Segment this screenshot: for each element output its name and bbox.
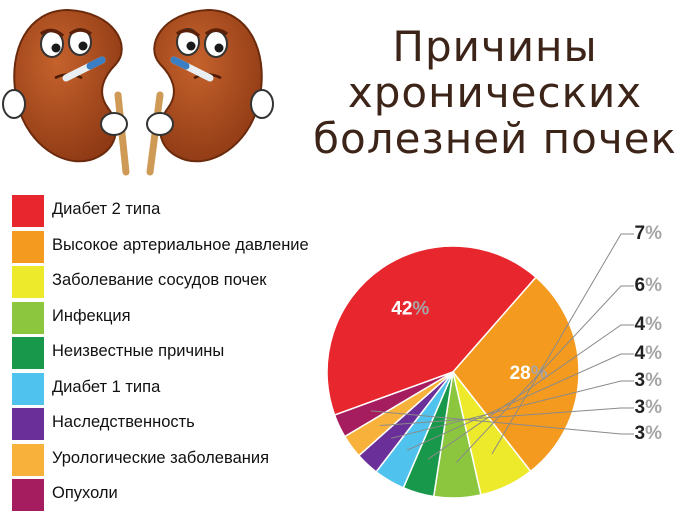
legend-item: Урологические заболевания bbox=[8, 439, 338, 476]
legend-item: Диабет 1 типа bbox=[8, 368, 338, 405]
legend-item: Наследственность bbox=[8, 403, 338, 440]
data-label: 7% bbox=[635, 223, 663, 244]
legend-swatch bbox=[12, 443, 44, 476]
pie-slice bbox=[326, 245, 538, 417]
legend-label: Урологические заболевания bbox=[52, 448, 270, 467]
legend-label: Диабет 1 типа bbox=[52, 377, 161, 396]
legend-swatch bbox=[12, 408, 44, 440]
leader-line bbox=[370, 410, 634, 435]
legend-swatch bbox=[12, 337, 44, 369]
legend-label: Инфекция bbox=[52, 306, 131, 325]
legend-label: Заболевание сосудов почек bbox=[52, 271, 267, 289]
leader-line bbox=[427, 324, 634, 460]
legend-swatch bbox=[12, 195, 44, 227]
data-label: 3% bbox=[635, 397, 663, 418]
data-label: 4% bbox=[635, 314, 663, 335]
chart-legend: Диабет 2 типа Высокое артериальное давлен… bbox=[8, 190, 338, 511]
legend-item: Инфекция bbox=[8, 297, 338, 334]
legend-label: Опухоли bbox=[52, 484, 118, 502]
legend-item: Заболевание сосудов почек bbox=[8, 261, 338, 298]
legend-swatch bbox=[12, 479, 44, 511]
data-label: 6% bbox=[635, 275, 663, 296]
data-label: 3% bbox=[635, 370, 663, 391]
legend-item: Высокое артериальное давление bbox=[8, 226, 338, 263]
title-line-3: болезней почек bbox=[313, 114, 677, 163]
data-label: 28% bbox=[510, 363, 548, 384]
legend-swatch bbox=[12, 266, 44, 298]
legend-label: Наследственность bbox=[52, 413, 195, 431]
title-line-1: Причины bbox=[392, 22, 598, 71]
legend-item: Диабет 2 типа bbox=[8, 190, 338, 227]
legend-item: Неизвестные причины bbox=[8, 332, 338, 369]
legend-label: Высокое артериальное давление bbox=[52, 235, 309, 254]
legend-label: Неизвестные причины bbox=[52, 342, 225, 360]
pie-slice bbox=[333, 371, 454, 438]
title-line-2: хронических bbox=[347, 68, 643, 117]
leader-line bbox=[491, 233, 634, 455]
sick-kidneys-icon bbox=[2, 8, 274, 176]
legend-swatch bbox=[12, 372, 44, 405]
legend-label: Диабет 2 типа bbox=[52, 200, 161, 218]
page-title: Причины хронических болезней почек bbox=[300, 24, 690, 162]
data-label: 3% bbox=[635, 423, 663, 444]
legend-swatch bbox=[12, 230, 44, 263]
legend-item: Опухоли bbox=[8, 474, 338, 511]
data-label: 42% bbox=[391, 299, 429, 320]
leader-line bbox=[379, 407, 634, 427]
legend-swatch bbox=[12, 301, 44, 334]
pie-chart: 42% 28% 7% 6% 4% 4% 3% 3% 3% bbox=[326, 223, 663, 499]
data-label: 4% bbox=[635, 343, 663, 364]
pie-slice bbox=[452, 276, 580, 473]
